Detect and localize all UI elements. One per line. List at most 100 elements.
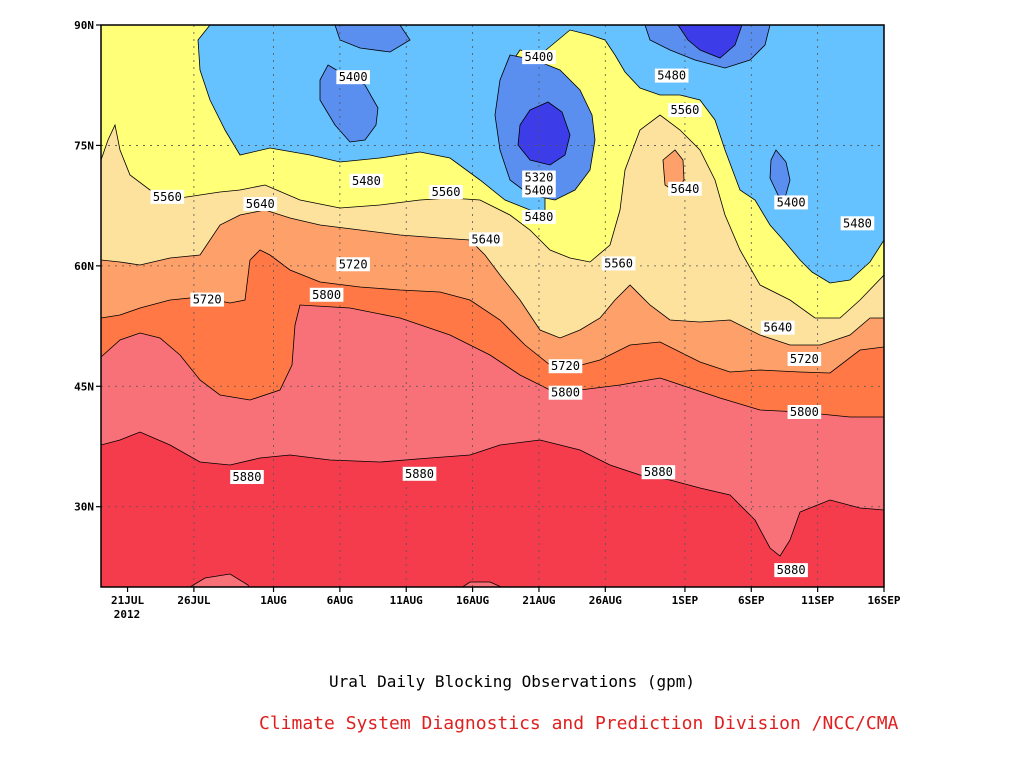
contour-label-bg bbox=[641, 465, 676, 480]
contour-label-text: 5480 bbox=[843, 216, 872, 230]
contour-label-5560: 5560 bbox=[668, 103, 702, 118]
contour-label-5800: 5800 bbox=[548, 385, 583, 400]
x-tick-label: 26AUG bbox=[589, 594, 622, 607]
y-tick-label: 75N bbox=[74, 139, 94, 152]
contour-label-text: 5880 bbox=[233, 470, 262, 484]
contour-label-text: 5480 bbox=[524, 210, 553, 224]
x-tick-label: 6SEP bbox=[738, 594, 765, 607]
x-tick-label: 11AUG bbox=[390, 594, 423, 607]
contour-label-text: 5640 bbox=[471, 232, 500, 246]
contour-label-5560: 5560 bbox=[601, 256, 636, 271]
x-tick-label: 21JUL bbox=[111, 594, 144, 607]
x-tick-label: 1SEP bbox=[672, 594, 699, 607]
contour-label-bg bbox=[761, 320, 795, 335]
contour-label-bg bbox=[190, 292, 224, 307]
contour-fields bbox=[101, 25, 884, 587]
plot-frame bbox=[100, 24, 885, 588]
contour-label-bg bbox=[469, 232, 503, 247]
x-tick-label: 21AUG bbox=[522, 594, 555, 607]
x-tick-label: 11SEP bbox=[801, 594, 834, 607]
band-fill-5320-east bbox=[677, 25, 743, 59]
contour-label-text: 5400 bbox=[777, 195, 806, 209]
x-tick-label: 26JUL bbox=[177, 594, 210, 607]
contour-label-5560: 5560 bbox=[150, 189, 185, 204]
band-fill-bottom-bump-a bbox=[189, 573, 250, 587]
x-tick-label: 6AUG bbox=[327, 594, 354, 607]
band-fill-bottom-bump-b bbox=[461, 581, 503, 587]
credit-line: Climate System Diagnostics and Predictio… bbox=[259, 713, 899, 734]
contour-label-text: 5480 bbox=[657, 69, 686, 83]
contour-label-5720: 5720 bbox=[336, 257, 370, 272]
contour-label-text: 5560 bbox=[432, 185, 461, 199]
contour-label-text: 5720 bbox=[790, 352, 819, 366]
y-tick-label: 30N bbox=[74, 501, 94, 514]
x-axis-year-label: 2012 bbox=[114, 608, 141, 621]
contour-label-bg bbox=[787, 404, 822, 419]
contour-label-bg bbox=[668, 103, 702, 118]
contour-label-text: 5400 bbox=[524, 183, 553, 197]
contour-label-5800: 5800 bbox=[787, 404, 822, 419]
contour-label-5880: 5880 bbox=[641, 465, 676, 480]
contour-label-5880: 5880 bbox=[402, 466, 437, 481]
x-tick-label: 1AUG bbox=[260, 594, 287, 607]
contour-label-bg bbox=[548, 359, 583, 374]
contour-label-bg bbox=[787, 351, 822, 366]
contour-labels: 5400 5400 5480 5560 5320 5480 5400 5640 5560 5560… bbox=[150, 50, 875, 578]
contour-label-text: 5800 bbox=[790, 405, 819, 419]
contour-label-bg bbox=[548, 385, 583, 400]
contour-label-text: 5400 bbox=[339, 70, 368, 84]
contour-label-5480: 5480 bbox=[654, 68, 689, 83]
x-tick-label: 16SEP bbox=[867, 594, 900, 607]
contour-label-5400: 5400 bbox=[336, 70, 370, 85]
contour-label-5640: 5640 bbox=[761, 320, 795, 335]
contour-label-bg bbox=[522, 183, 556, 198]
contour-label-text: 5800 bbox=[312, 288, 341, 302]
contour-label-text: 5560 bbox=[670, 103, 699, 117]
contour-label-5560: 5560 bbox=[429, 184, 463, 199]
contour-label-text: 5640 bbox=[246, 197, 275, 211]
contour-label-text: 5720 bbox=[339, 257, 368, 271]
contour-label-bg bbox=[402, 466, 437, 481]
chart-caption: Ural Daily Blocking Observations (gpm) bbox=[328, 672, 696, 691]
contour-label-bg bbox=[230, 470, 264, 485]
contour-label-text: 5880 bbox=[777, 563, 806, 577]
contour-label-5400: 5400 bbox=[774, 195, 808, 210]
contour-label-bg bbox=[654, 68, 689, 83]
contour-label-5800: 5800 bbox=[309, 287, 344, 302]
y-tick-label: 45N bbox=[74, 380, 94, 393]
contour-label-5400: 5400 bbox=[522, 50, 556, 65]
contour-label-text: 5640 bbox=[763, 321, 792, 335]
band-fill-5320-center bbox=[517, 101, 571, 166]
contour-label-text: 5560 bbox=[604, 256, 633, 270]
contour-label-bg bbox=[522, 50, 556, 65]
x-tick-label: 16AUG bbox=[456, 594, 489, 607]
contour-label-text: 5560 bbox=[153, 190, 182, 204]
contour-label-bg bbox=[774, 563, 808, 578]
contour-label-5400: 5400 bbox=[522, 183, 556, 198]
contour-label-bg bbox=[522, 170, 556, 185]
contour-label-bg bbox=[774, 195, 808, 210]
contour-label-bg bbox=[429, 184, 463, 199]
y-tick-label: 90N bbox=[74, 19, 94, 32]
contour-label-5880: 5880 bbox=[230, 470, 264, 485]
x-axis: 21JUL 26JUL 1AUG 6AUG 11AUG 16AUG 21AUG 26AUG 1S… bbox=[111, 587, 901, 607]
contour-label-text: 5480 bbox=[352, 174, 381, 188]
contour-label-bg bbox=[150, 189, 185, 204]
contour-label-bg bbox=[522, 209, 556, 224]
contour-label-text: 5880 bbox=[405, 467, 434, 481]
contour-label-text: 5720 bbox=[193, 293, 222, 307]
contour-label-5480: 5480 bbox=[840, 216, 875, 231]
contour-label-text: 5720 bbox=[551, 359, 580, 373]
contour-label-text: 5640 bbox=[670, 182, 699, 196]
contour-label-5720: 5720 bbox=[190, 292, 224, 307]
contour-label-text: 5320 bbox=[524, 171, 553, 185]
y-tick-label: 60N bbox=[74, 260, 94, 273]
contour-label-bg bbox=[336, 70, 370, 85]
contour-label-5640: 5640 bbox=[243, 197, 278, 212]
contour-label-5720: 5720 bbox=[787, 351, 822, 366]
contour-label-bg bbox=[309, 287, 344, 302]
contour-label-text: 5400 bbox=[524, 50, 553, 64]
contour-label-bg bbox=[349, 173, 384, 188]
contour-label-bg bbox=[336, 257, 370, 272]
